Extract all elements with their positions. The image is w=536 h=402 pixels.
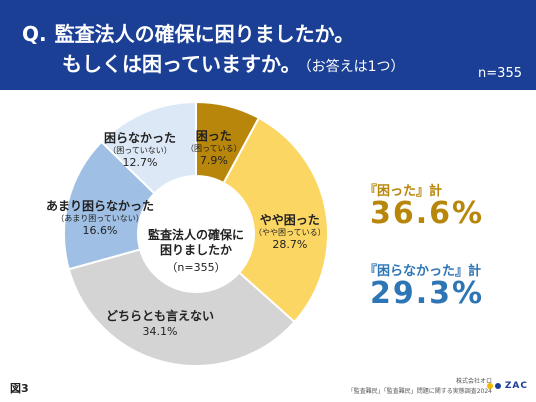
slice-label-yaya-komatta: やや困った （やや困っている） 28.7%	[254, 213, 326, 252]
slice-title: 困った	[195, 129, 232, 143]
slice-subtitle: （困っている）	[186, 143, 242, 153]
slice-label-amari-komaranakatta: あまり困らなかった （あまり困っていない） 16.6%	[46, 199, 155, 238]
slice-value: 28.7%	[272, 237, 308, 251]
donut-slice-4	[100, 100, 197, 195]
slice-label-komatta: 困った （困っている） 7.9%	[186, 129, 242, 168]
slice-subtitle: （困っていない）	[108, 145, 172, 155]
summary-not-troubled-value: 29.3%	[370, 276, 485, 311]
summary-troubled-value: 36.6%	[370, 196, 485, 231]
donut-chart	[63, 100, 329, 367]
donut-center-text: 監査法人の確保に 困りましたか （n=355）	[141, 228, 251, 275]
donut-slice-3	[63, 140, 156, 271]
logo-dot-icon	[494, 383, 501, 389]
credit-survey-title: 「監査難民」「監査難民」問題に関する実態調査2024	[347, 388, 492, 395]
center-title-line-1: 監査法人の確保に	[147, 228, 244, 242]
slice-value: 16.6%	[82, 223, 118, 237]
slice-subtitle: （あまり困っていない）	[56, 213, 144, 223]
center-title-line-2: 困りましたか	[159, 243, 232, 257]
slice-title: やや困った	[259, 213, 320, 227]
donut-slice-2	[67, 248, 296, 367]
chart-panel: 困った （困っている） 7.9% やや困った （やや困っている） 28.7% ど…	[8, 96, 528, 372]
header-banner: Q. 監査法人の確保に困りましたか。 もしくは困っていますか。 （お答えは1つ） n…	[0, 0, 536, 90]
center-sample-size: （n=355）	[166, 261, 226, 274]
slice-value: 12.7%	[122, 155, 158, 169]
credit-company: 株式会社オロ	[455, 378, 492, 385]
slice-subtitle: （やや困っている）	[254, 227, 326, 237]
question-note: （お答えは1つ）	[304, 59, 405, 75]
question-title-line-2: もしくは困っていますか。	[62, 52, 301, 76]
summary-not-troubled-label: 『困らなかった』計	[364, 264, 482, 279]
summary-troubled-label: 『困った』計	[364, 184, 443, 199]
question-title-line-1: 監査法人の確保に困りましたか。	[54, 22, 355, 46]
logo-text: ZAC	[504, 381, 528, 391]
slice-value: 34.1%	[142, 324, 178, 338]
footer: 図3 株式会社オロ 「監査難民」「監査難民」問題に関する実態調査2024 ZAC	[0, 372, 536, 402]
logo-dot-icon	[486, 383, 493, 389]
question-mark: Q.	[22, 22, 47, 46]
slice-title: 困らなかった	[104, 131, 177, 145]
zac-logo: ZAC	[486, 381, 528, 391]
figure-label: 図3	[10, 382, 29, 395]
slice-title: あまり困らなかった	[46, 199, 155, 213]
slice-title: どちらとも言えない	[106, 309, 215, 323]
slice-label-dochiratomo: どちらとも言えない 34.1%	[106, 309, 215, 338]
slice-label-komaranakatta: 困らなかった （困っていない） 12.7%	[104, 131, 177, 170]
question-line-2: もしくは困っていますか。 （お答えは1つ）	[62, 48, 405, 77]
slice-value: 7.9%	[199, 153, 228, 167]
question-line-1: Q. 監査法人の確保に困りましたか。	[22, 18, 354, 47]
sample-size: n=355	[478, 66, 522, 81]
donut-slice-1	[222, 116, 329, 324]
